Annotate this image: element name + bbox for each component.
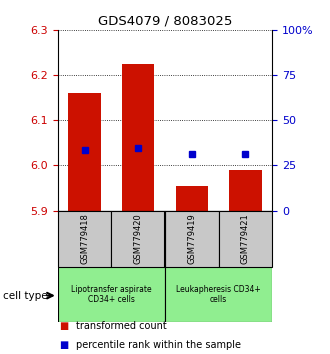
- Text: Lipotransfer aspirate
CD34+ cells: Lipotransfer aspirate CD34+ cells: [71, 285, 152, 304]
- Bar: [122, 64, 154, 211]
- Text: ■: ■: [59, 340, 69, 350]
- Title: GDS4079 / 8083025: GDS4079 / 8083025: [98, 15, 232, 28]
- Bar: [69, 93, 101, 211]
- Text: GSM779419: GSM779419: [187, 213, 196, 264]
- Bar: [176, 186, 208, 211]
- Bar: [218, 211, 272, 267]
- Bar: [229, 170, 262, 211]
- Text: GSM779418: GSM779418: [80, 213, 89, 264]
- Text: transformed count: transformed count: [76, 321, 167, 331]
- Text: cell type: cell type: [3, 291, 48, 301]
- Bar: [165, 267, 272, 322]
- Text: GSM779420: GSM779420: [134, 213, 143, 264]
- Bar: [112, 211, 165, 267]
- Text: Leukapheresis CD34+
cells: Leukapheresis CD34+ cells: [176, 285, 261, 304]
- Text: ■: ■: [59, 321, 69, 331]
- Bar: [58, 267, 165, 322]
- Bar: [58, 211, 112, 267]
- Text: GSM779421: GSM779421: [241, 213, 250, 264]
- Bar: [165, 211, 218, 267]
- Text: percentile rank within the sample: percentile rank within the sample: [76, 340, 241, 350]
